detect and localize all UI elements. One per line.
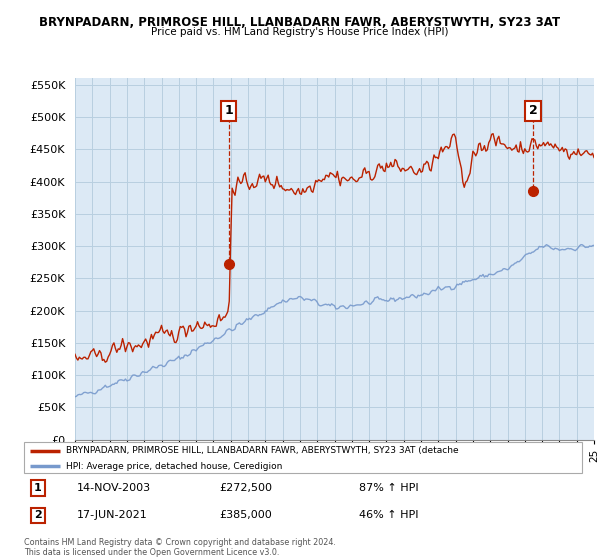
Text: 1: 1	[224, 104, 233, 117]
Text: BRYNPADARN, PRIMROSE HILL, LLANBADARN FAWR, ABERYSTWYTH, SY23 3AT (detache: BRYNPADARN, PRIMROSE HILL, LLANBADARN FA…	[66, 446, 458, 455]
Text: 14-NOV-2003: 14-NOV-2003	[77, 483, 151, 493]
Text: Price paid vs. HM Land Registry's House Price Index (HPI): Price paid vs. HM Land Registry's House …	[151, 27, 449, 37]
Text: 87% ↑ HPI: 87% ↑ HPI	[359, 483, 418, 493]
Text: 2: 2	[34, 511, 42, 520]
Text: 46% ↑ HPI: 46% ↑ HPI	[359, 511, 418, 520]
Text: Contains HM Land Registry data © Crown copyright and database right 2024.
This d: Contains HM Land Registry data © Crown c…	[24, 538, 336, 557]
Text: £272,500: £272,500	[220, 483, 272, 493]
Text: HPI: Average price, detached house, Ceredigion: HPI: Average price, detached house, Cere…	[66, 462, 282, 471]
FancyBboxPatch shape	[24, 442, 582, 473]
Text: £385,000: £385,000	[220, 511, 272, 520]
Text: 2: 2	[529, 104, 538, 117]
Text: 17-JUN-2021: 17-JUN-2021	[77, 511, 148, 520]
Text: BRYNPADARN, PRIMROSE HILL, LLANBADARN FAWR, ABERYSTWYTH, SY23 3AT: BRYNPADARN, PRIMROSE HILL, LLANBADARN FA…	[40, 16, 560, 29]
Text: 1: 1	[34, 483, 42, 493]
